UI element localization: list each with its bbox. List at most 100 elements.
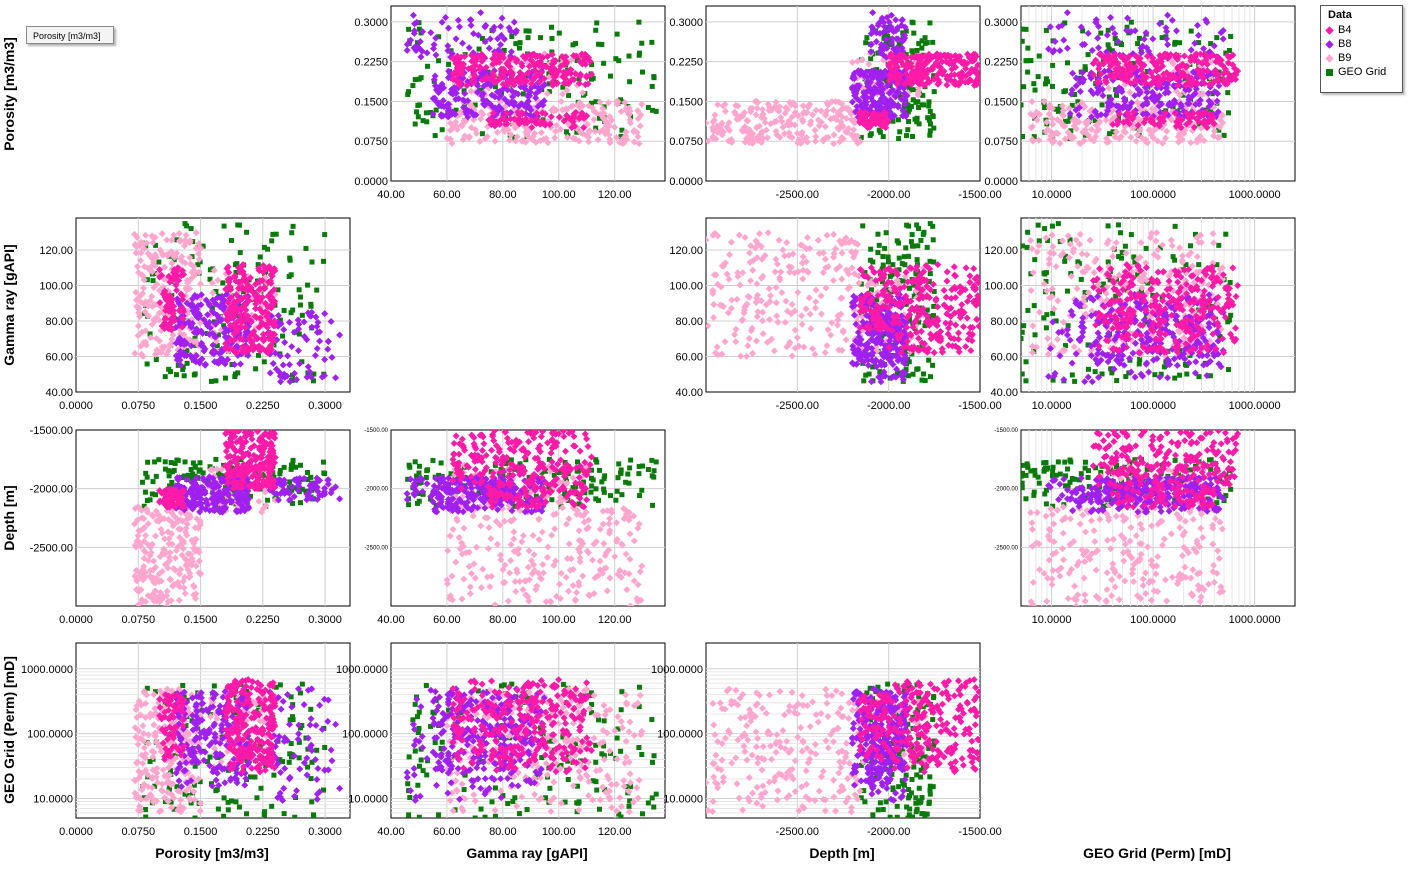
data-point	[1210, 127, 1218, 135]
data-point	[149, 239, 157, 247]
data-point	[1065, 60, 1071, 66]
data-point	[1103, 31, 1111, 39]
data-point	[874, 73, 882, 81]
data-point	[906, 58, 912, 64]
data-point	[560, 68, 568, 76]
data-point	[570, 110, 578, 118]
data-point	[196, 359, 204, 367]
data-point	[417, 53, 425, 61]
y-tick-label: 40.00	[45, 387, 73, 399]
data-point	[1200, 137, 1208, 145]
data-point	[141, 308, 149, 316]
data-point	[906, 106, 912, 112]
data-point	[427, 29, 435, 37]
data-point	[239, 261, 247, 269]
data-point	[915, 243, 921, 249]
data-point	[513, 56, 521, 64]
data-point	[735, 115, 743, 123]
data-point	[510, 18, 518, 26]
data-point	[290, 223, 296, 229]
data-point	[899, 376, 907, 384]
x-tick-label: 100.0000	[1130, 189, 1176, 201]
data-point	[970, 297, 978, 305]
data-point	[312, 313, 320, 321]
data-point	[1134, 121, 1142, 129]
data-point	[851, 239, 859, 247]
data-point	[181, 373, 187, 379]
data-point	[416, 37, 424, 45]
data-point	[222, 285, 230, 293]
data-point	[262, 265, 270, 273]
data-point	[444, 24, 452, 32]
data-point	[176, 347, 184, 355]
data-point	[215, 332, 221, 338]
data-point	[412, 77, 418, 83]
data-point	[906, 86, 912, 92]
data-point	[583, 112, 591, 120]
data-point	[578, 109, 586, 117]
data-point	[1044, 126, 1052, 134]
data-point	[897, 349, 905, 357]
data-point	[829, 106, 837, 114]
data-point	[505, 24, 513, 32]
data-point	[958, 68, 966, 76]
data-point	[489, 60, 497, 68]
data-point	[239, 343, 247, 351]
x-tick-label: 60.00	[433, 189, 461, 201]
data-point	[599, 126, 607, 134]
data-point	[955, 329, 963, 337]
data-point	[864, 361, 872, 369]
data-point	[548, 106, 556, 114]
data-point	[910, 97, 916, 103]
data-point	[823, 231, 831, 239]
data-point	[403, 40, 411, 48]
data-point	[512, 89, 520, 97]
data-point	[779, 246, 787, 254]
data-point	[188, 226, 194, 232]
data-point	[206, 324, 214, 332]
data-point	[1098, 85, 1106, 93]
data-point	[1049, 48, 1057, 56]
data-point	[459, 96, 467, 104]
data-point	[1025, 69, 1031, 75]
data-point	[1118, 52, 1126, 60]
data-point	[1156, 108, 1164, 116]
data-point	[614, 97, 622, 105]
data-point	[781, 130, 789, 138]
data-point	[1076, 87, 1084, 95]
panel-gr-vs-dep: -2500.00 -2000.00 -1500.0040.0060.0080.001…	[669, 217, 1002, 412]
data-point	[232, 262, 238, 268]
data-point	[1147, 69, 1155, 77]
data-point	[706, 137, 712, 145]
x-tick-label: -2500.00	[776, 189, 819, 201]
data-point	[856, 119, 864, 127]
data-point	[925, 115, 931, 121]
data-point	[931, 73, 937, 79]
data-point	[527, 106, 535, 114]
data-point	[963, 314, 971, 322]
data-point	[1228, 33, 1234, 39]
data-point	[200, 243, 206, 249]
data-point	[487, 118, 495, 126]
data-point	[1194, 57, 1202, 65]
data-point	[1063, 119, 1069, 125]
data-point	[489, 109, 497, 117]
data-point	[531, 62, 539, 70]
data-point	[890, 101, 898, 109]
data-point	[600, 109, 608, 117]
y-tick-label: 120.00	[39, 245, 73, 257]
data-point	[1143, 98, 1151, 106]
data-point	[430, 41, 438, 49]
data-point	[280, 333, 286, 339]
data-point	[184, 360, 190, 366]
data-point	[143, 239, 151, 247]
data-point	[197, 327, 205, 335]
data-point	[177, 361, 185, 369]
data-point	[231, 361, 239, 369]
data-point	[918, 69, 926, 77]
data-point	[803, 108, 811, 116]
data-point	[759, 110, 767, 118]
data-point	[1173, 118, 1181, 126]
data-point	[1205, 118, 1213, 126]
data-point	[1187, 46, 1195, 54]
